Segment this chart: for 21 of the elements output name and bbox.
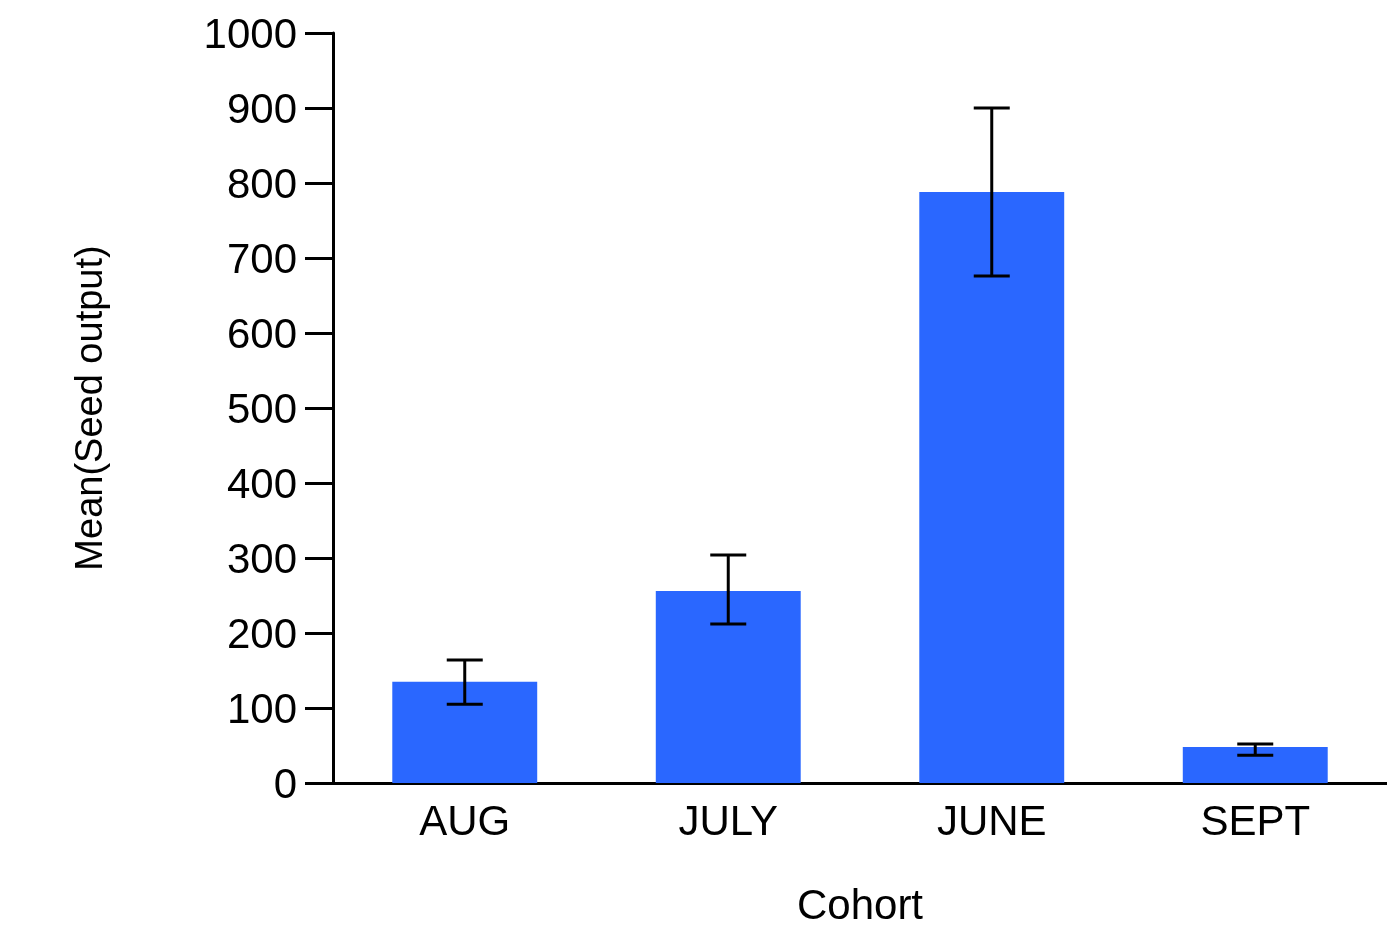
y-tick-label: 500 bbox=[226, 384, 297, 432]
y-axis-title: Mean(Seed output) bbox=[68, 245, 110, 571]
bar bbox=[1182, 747, 1328, 783]
y-tick-label: 900 bbox=[226, 84, 297, 132]
bar bbox=[655, 591, 801, 783]
y-tick-label: 800 bbox=[226, 159, 297, 207]
x-tick-label: JUNE bbox=[936, 796, 1047, 844]
y-tick-label: 200 bbox=[226, 609, 297, 657]
x-tick-label: AUG bbox=[419, 796, 511, 844]
x-axis-title: Cohort bbox=[796, 880, 924, 928]
x-tick-label: JULY bbox=[678, 796, 779, 844]
y-tick-label: 100 bbox=[226, 684, 297, 732]
bar bbox=[919, 192, 1065, 783]
y-tick-label: 1000 bbox=[203, 9, 297, 57]
y-tick-label: 600 bbox=[226, 309, 297, 357]
y-tick-label: 0 bbox=[273, 759, 297, 807]
x-tick-label: SEPT bbox=[1200, 796, 1311, 844]
bar bbox=[392, 681, 538, 783]
y-tick-label: 300 bbox=[226, 534, 297, 582]
y-tick-label: 400 bbox=[226, 459, 297, 507]
y-tick-label: 700 bbox=[226, 234, 297, 282]
